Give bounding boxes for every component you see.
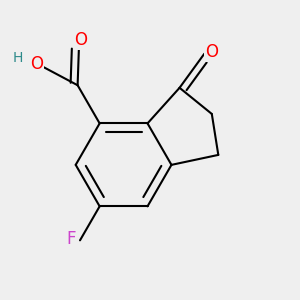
Text: O: O: [205, 43, 218, 61]
Text: O: O: [74, 31, 87, 49]
Text: H: H: [13, 51, 23, 65]
Text: F: F: [66, 230, 76, 248]
Text: O: O: [30, 55, 43, 73]
